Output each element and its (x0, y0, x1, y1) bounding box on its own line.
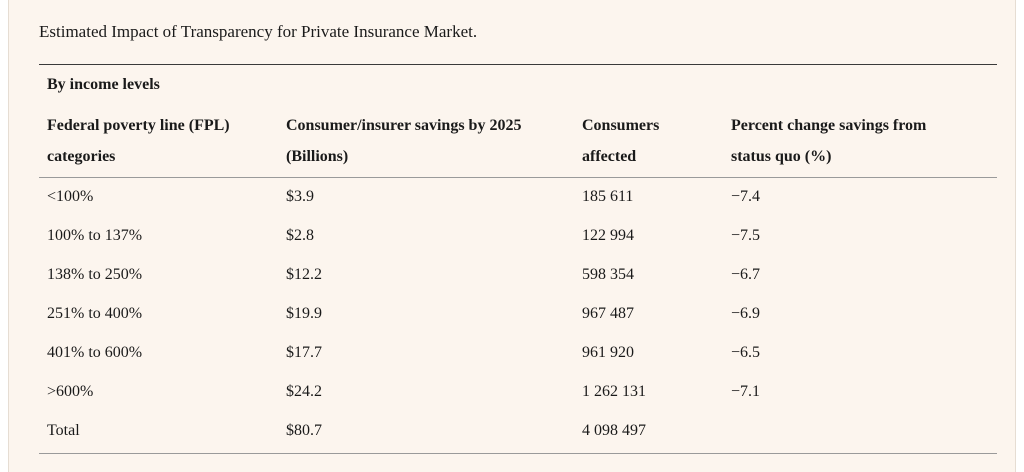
savings-cell: $12.2 (286, 266, 322, 283)
table-row: 100% to 137% $2.8 122 994 −7.5 (9, 216, 1017, 255)
consumers-cell: 598 354 (582, 266, 634, 283)
table-row: >600% $24.2 1 262 131 −7.1 (9, 372, 1017, 411)
category-cell: Total (47, 422, 80, 439)
header-savings: Consumer/insurer savings by 2025 (Billio… (286, 110, 521, 172)
header-percent-line2: status quo (%) (731, 148, 832, 165)
table-panel: Estimated Impact of Transparency for Pri… (8, 0, 1016, 472)
header-fpl-line2: categories (47, 148, 116, 165)
savings-cell: $17.7 (286, 344, 322, 361)
table-top-rule (39, 64, 997, 65)
table-bottom-rule (39, 453, 997, 454)
header-percent-change: Percent change savings from status quo (… (731, 110, 926, 172)
savings-cell: $19.9 (286, 305, 322, 322)
percent-cell: −6.5 (731, 344, 761, 361)
consumers-cell: 185 611 (582, 188, 634, 205)
category-cell: 401% to 600% (47, 344, 143, 361)
header-consumers-line2: affected (582, 148, 637, 165)
savings-cell: $80.7 (286, 422, 322, 439)
header-fpl-line1: Federal poverty line (FPL) (47, 117, 230, 134)
header-consumers: Consumers affected (582, 110, 659, 172)
percent-cell: −6.7 (731, 266, 761, 283)
percent-cell: −7.1 (731, 383, 761, 400)
category-cell: >600% (47, 383, 94, 400)
group-label: By income levels (47, 76, 160, 93)
table-row: 401% to 600% $17.7 961 920 −6.5 (9, 333, 1017, 372)
savings-cell: $24.2 (286, 383, 322, 400)
header-savings-line2: (Billions) (286, 148, 349, 165)
header-fpl-categories: Federal poverty line (FPL) categories (47, 110, 230, 172)
header-savings-line1: Consumer/insurer savings by 2025 (286, 117, 522, 134)
category-cell: 100% to 137% (47, 227, 143, 244)
header-consumers-line1: Consumers (582, 117, 660, 134)
savings-cell: $3.9 (286, 188, 314, 205)
consumers-cell: 967 487 (582, 305, 634, 322)
savings-cell: $2.8 (286, 227, 314, 244)
category-cell: 251% to 400% (47, 305, 143, 322)
header-divider (39, 177, 997, 178)
table-row: 251% to 400% $19.9 967 487 −6.9 (9, 294, 1017, 333)
percent-cell: −7.4 (731, 188, 761, 205)
category-cell: <100% (47, 188, 94, 205)
header-percent-line1: Percent change savings from (731, 117, 927, 134)
percent-cell: −7.5 (731, 227, 761, 244)
percent-cell: −6.9 (731, 305, 761, 322)
table-caption: Estimated Impact of Transparency for Pri… (39, 22, 478, 41)
consumers-cell: 4 098 497 (582, 422, 646, 439)
consumers-cell: 961 920 (582, 344, 634, 361)
consumers-cell: 1 262 131 (582, 383, 646, 400)
table-row: <100% $3.9 185 611 −7.4 (9, 177, 1017, 216)
table-row-total: Total $80.7 4 098 497 (9, 411, 1017, 450)
table-row: 138% to 250% $12.2 598 354 −6.7 (9, 255, 1017, 294)
consumers-cell: 122 994 (582, 227, 634, 244)
category-cell: 138% to 250% (47, 266, 143, 283)
